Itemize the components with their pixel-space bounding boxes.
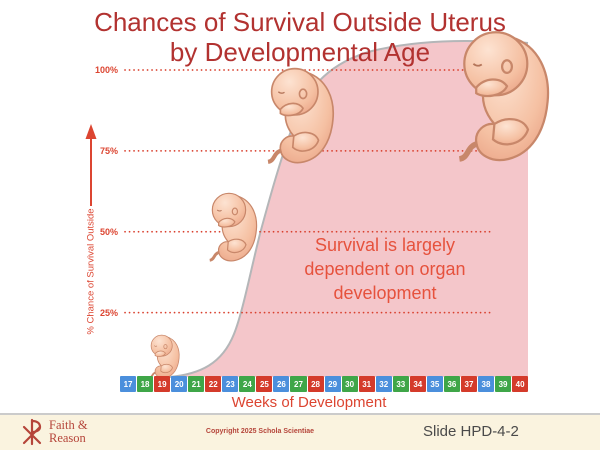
y-axis-label: % Chance of Survival Outside [85, 208, 97, 335]
logo-text-line1: Faith & [49, 418, 88, 432]
week-cell-21: 21 [188, 376, 205, 392]
y-tick-label-50: 50% [99, 226, 118, 237]
week-cell-19: 19 [154, 376, 171, 392]
week-cell-34: 34 [409, 376, 426, 392]
week-cell-20: 20 [171, 376, 188, 392]
week-cell-40: 40 [512, 376, 529, 392]
logo-text: Faith & Reason [49, 419, 88, 444]
week-cell-30: 30 [341, 376, 358, 392]
week-cell-36: 36 [443, 376, 460, 392]
week-cell-39: 39 [495, 376, 512, 392]
week-cell-31: 31 [358, 376, 375, 392]
annotation-line1: Survival is largely [314, 235, 456, 255]
annotation-line3: development [333, 283, 437, 303]
y-axis-arrow-icon [85, 124, 97, 206]
copyright: Copyright 2025 Schola Scientiae [205, 428, 315, 435]
footer: Faith & Reason Copyright 2025 Schola Sci… [0, 413, 600, 450]
y-tick-label-100: 100% [94, 65, 118, 75]
week-cell-24: 24 [239, 376, 256, 392]
fetus-small-icon [148, 334, 181, 379]
weeks-bar: 17 18 19 20 21 22 23 24 25 26 27 28 29 30 31 32 33 34 35 36… [120, 376, 529, 392]
annotation-line2: dependent on organ [304, 259, 466, 279]
logo-text-line2: Reason [49, 430, 86, 445]
week-cell-22: 22 [205, 376, 222, 392]
y-tick-label-25: 25% [99, 307, 118, 318]
page-title: Chances of Survival Outside Uterus by De… [0, 7, 600, 67]
week-cell-35: 35 [426, 376, 443, 392]
week-cell-17: 17 [120, 376, 137, 392]
annotation: Survival is largely dependent on organ d… [265, 233, 505, 305]
week-cell-37: 37 [460, 376, 477, 392]
week-cell-38: 38 [477, 376, 495, 392]
week-cell-23: 23 [222, 376, 239, 392]
survival-area [170, 41, 528, 377]
week-cell-29: 29 [324, 376, 341, 392]
week-cell-27: 27 [290, 376, 307, 392]
week-cell-28: 28 [307, 376, 324, 392]
fetus-medium-icon [208, 191, 259, 263]
week-cell-32: 32 [375, 376, 392, 392]
chi-rho-icon [22, 418, 42, 446]
week-cell-18: 18 [137, 376, 154, 392]
week-cell-33: 33 [392, 376, 409, 392]
fetus-large-icon [268, 69, 333, 163]
slide-number: Slide HPD-4-2 [423, 423, 519, 440]
x-axis-label: Weeks of Development [231, 394, 387, 411]
page-title-line2: by Developmental Age [169, 37, 431, 67]
week-cell-26: 26 [273, 376, 290, 392]
week-cell-25: 25 [256, 376, 273, 392]
y-tick-label-75: 75% [99, 145, 118, 156]
page-title-line1: Chances of Survival Outside Uterus [94, 7, 506, 37]
